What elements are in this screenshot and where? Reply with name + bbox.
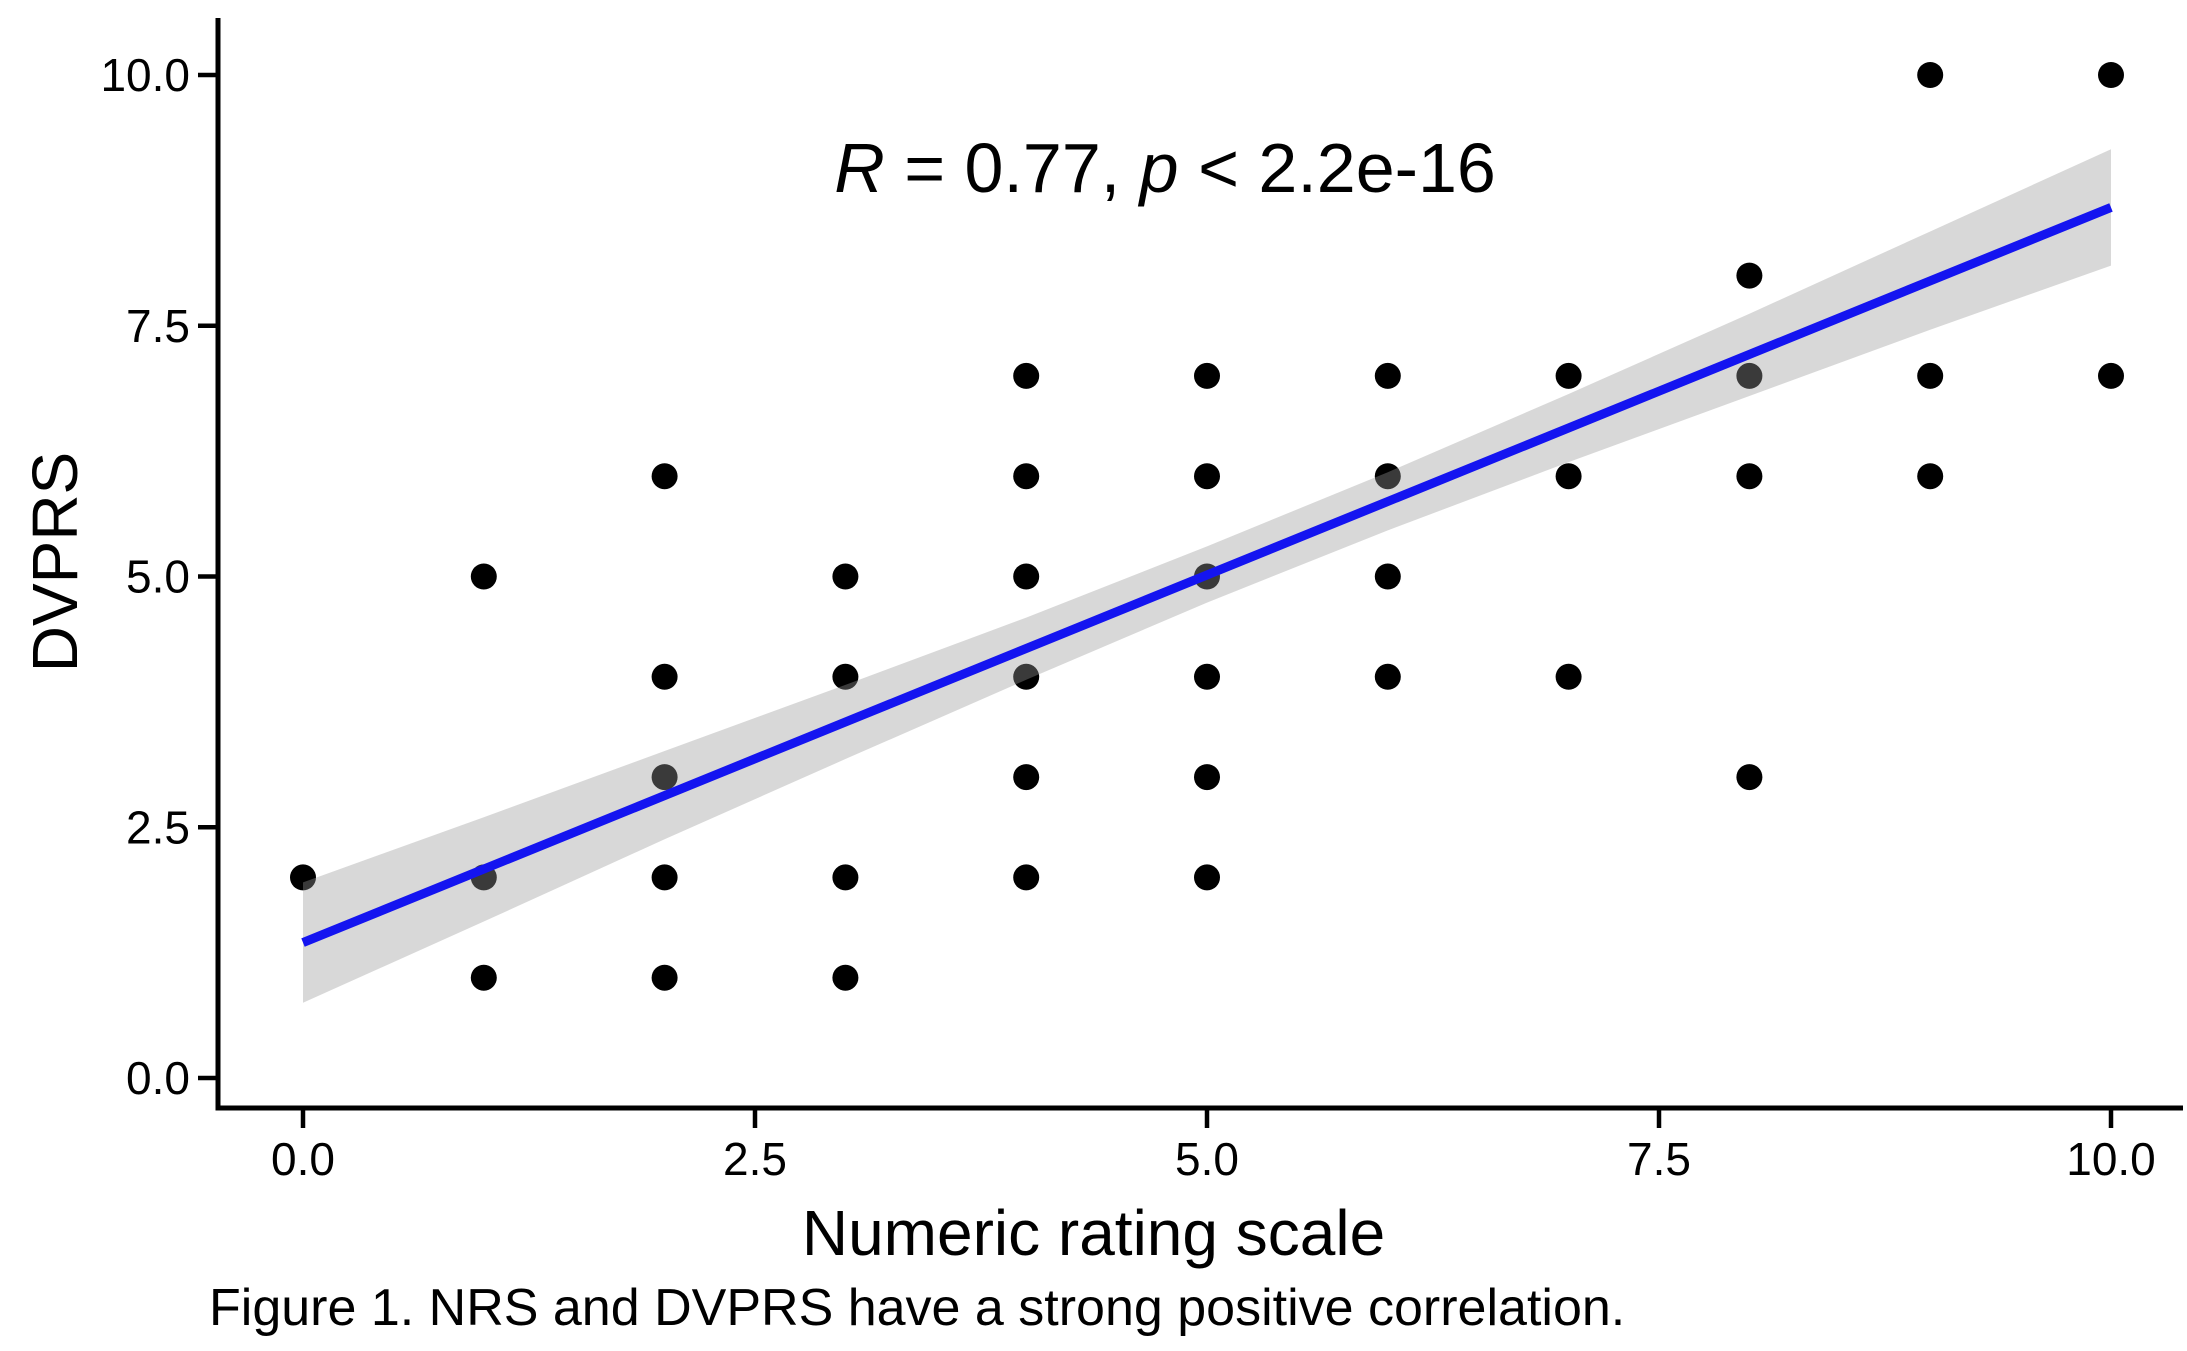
data-point — [1194, 764, 1220, 791]
x-tick-label: 10.0 — [2066, 1133, 2156, 1185]
data-point — [832, 563, 859, 590]
data-point — [1555, 362, 1582, 389]
y-axis-title: DVPRS — [19, 451, 91, 673]
y-tick-label: 5.0 — [126, 551, 190, 603]
data-point — [1736, 362, 1763, 389]
data-point — [1013, 463, 1040, 490]
data-point — [651, 964, 678, 991]
regression-line-layer — [301, 203, 2113, 947]
ticks-layer — [198, 72, 2114, 1128]
data-point — [1555, 663, 1582, 690]
y-tick-label: 10.0 — [100, 49, 190, 101]
data-point — [2098, 62, 2124, 88]
data-point — [1736, 463, 1763, 490]
points-layer — [290, 62, 2124, 991]
data-point — [1374, 563, 1401, 590]
data-point — [1194, 663, 1220, 690]
data-point — [651, 864, 678, 891]
regression-line — [301, 203, 2113, 947]
data-point — [1917, 463, 1944, 490]
r-value-text: = 0.77, — [884, 129, 1140, 207]
data-point — [1736, 764, 1763, 791]
data-point — [651, 764, 678, 791]
data-point — [1374, 463, 1401, 490]
data-point — [470, 563, 497, 590]
data-point — [1013, 663, 1040, 690]
tick-labels-layer: 0.0 2.5 5.0 7.5 10.0 0.0 2.5 5.0 7.5 10.0 — [100, 49, 2155, 1185]
data-point — [1013, 362, 1040, 389]
data-point — [2098, 362, 2124, 389]
data-point — [832, 964, 859, 991]
correlation-annotation: R = 0.77, p < 2.2e-16 — [834, 128, 1496, 208]
data-point — [1194, 362, 1220, 389]
data-point — [651, 663, 678, 690]
data-point — [832, 864, 859, 891]
x-tick-label: 0.0 — [271, 1133, 335, 1185]
data-point — [1917, 62, 1944, 88]
data-point — [1013, 864, 1040, 891]
x-tick-label: 2.5 — [723, 1133, 787, 1185]
y-tick-label: 0.0 — [126, 1052, 190, 1104]
x-tick-label: 5.0 — [1175, 1133, 1239, 1185]
p-symbol: p — [1139, 129, 1179, 207]
data-point — [1374, 663, 1401, 690]
p-value-text: < 2.2e-16 — [1178, 129, 1496, 207]
data-point — [1917, 362, 1944, 389]
r-symbol: R — [834, 129, 885, 207]
data-point — [1013, 563, 1040, 590]
data-point — [1194, 463, 1220, 490]
data-point — [1736, 262, 1763, 289]
x-tick-label: 7.5 — [1627, 1133, 1691, 1185]
data-point — [1013, 764, 1040, 791]
y-tick-label: 2.5 — [126, 801, 190, 853]
data-point — [1194, 864, 1220, 891]
data-point — [1374, 362, 1401, 389]
data-point — [832, 663, 859, 690]
axes-layer — [215, 18, 2183, 1111]
y-tick-label: 7.5 — [126, 300, 190, 352]
figure-caption: Figure 1. NRS and DVPRS have a strong po… — [209, 1279, 1626, 1337]
data-point — [470, 964, 497, 991]
data-point — [290, 864, 316, 891]
x-axis-title: Numeric rating scale — [801, 1197, 1386, 1269]
data-point — [1555, 463, 1582, 490]
data-point — [651, 463, 678, 490]
